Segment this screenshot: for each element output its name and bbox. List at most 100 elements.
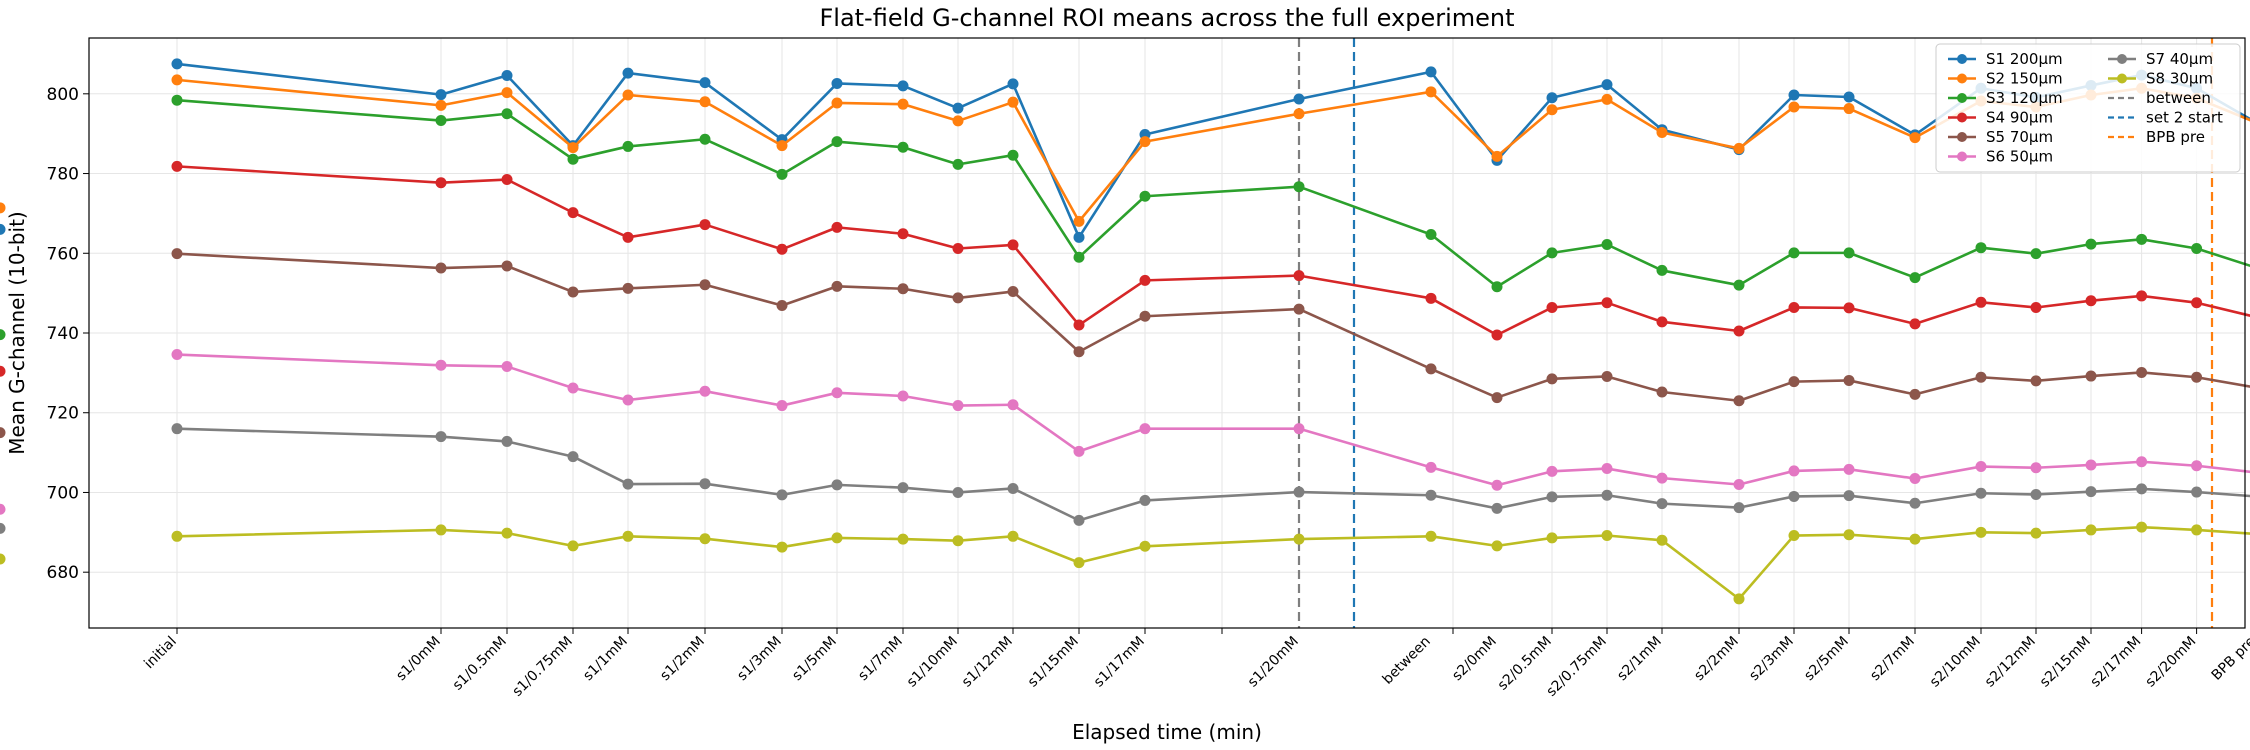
data-point: [897, 390, 909, 402]
data-point: [1546, 491, 1558, 503]
data-point: [435, 115, 447, 127]
series-polyline: [176, 252, 2250, 403]
data-point: [2191, 460, 2203, 472]
data-point: [1656, 498, 1668, 510]
data-point: [2030, 301, 2042, 313]
data-point: [897, 141, 909, 153]
data-point: [897, 482, 909, 494]
legend-label: S2 150µm: [1986, 70, 2063, 88]
data-point: [567, 153, 579, 165]
series-line: [0, 94, 2250, 341]
data-point: [1656, 264, 1668, 276]
data-point: [776, 400, 788, 412]
data-point: [2030, 462, 2042, 474]
data-point: [2191, 297, 2203, 309]
data-point: [1601, 79, 1613, 91]
data-point: [171, 58, 183, 70]
x-tick-label: s2/7mM: [1867, 634, 1918, 685]
legend-item: between: [2108, 89, 2211, 107]
data-point: [952, 242, 964, 254]
data-point: [1601, 239, 1613, 250]
data-point: [1139, 494, 1151, 506]
legend-item: S7 40µm: [2108, 50, 2213, 68]
data-point: [1975, 371, 1987, 383]
x-tick-label: s2/0mM: [1449, 634, 1500, 685]
data-point: [1073, 231, 1085, 243]
x-tick-label: BPB pre: [2209, 634, 2250, 684]
data-point: [1601, 463, 1613, 475]
data-point: [1139, 423, 1151, 435]
x-tick-label: s1/1mM: [580, 634, 631, 685]
data-point: [1073, 557, 1085, 569]
data-point: [1007, 399, 1019, 411]
data-point: [952, 115, 964, 127]
data-point: [1788, 490, 1800, 502]
data-point: [1788, 89, 1800, 101]
data-point: [171, 248, 183, 260]
legend-marker: [1957, 73, 1967, 84]
data-point: [831, 479, 843, 491]
x-axis-label: Elapsed time (min): [1072, 720, 1262, 744]
legend-marker: [2117, 54, 2127, 64]
x-tick-label: s2/17mM: [2088, 634, 2145, 691]
data-point: [1975, 526, 1987, 538]
legend-item: S6 50µm: [1948, 148, 2053, 166]
y-tick-label: 740: [47, 324, 79, 344]
legend-label: S6 50µm: [1986, 148, 2053, 166]
data-point: [1601, 489, 1613, 501]
y-axis-label: Mean G-channel (10-bit): [5, 211, 29, 454]
x-tick-label: s1/12mM: [959, 634, 1016, 691]
data-point: [567, 540, 579, 552]
data-point: [2085, 238, 2097, 250]
data-point: [1293, 486, 1305, 498]
data-point: [1007, 239, 1019, 251]
data-point: [1733, 502, 1745, 514]
data-point: [831, 280, 843, 292]
data-point: [1293, 93, 1305, 105]
data-point: [567, 142, 579, 154]
data-point: [1843, 374, 1855, 386]
data-point: [831, 221, 843, 233]
data-point: [699, 533, 711, 545]
data-point: [1546, 247, 1558, 259]
legend-label: BPB pre: [2146, 128, 2205, 146]
y-tick-label: 780: [47, 165, 79, 185]
data-point: [622, 67, 634, 79]
data-point: [622, 282, 634, 294]
data-point: [2136, 290, 2148, 302]
data-point: [1843, 529, 1855, 541]
data-point: [1656, 316, 1668, 328]
data-point: [1139, 540, 1151, 552]
legend-item: S4 90µm: [1948, 109, 2053, 127]
x-tick-label: s2/10mM: [1927, 634, 1984, 691]
legend-item: S2 150µm: [1948, 70, 2063, 88]
data-point: [1007, 482, 1019, 494]
x-tick-label: s1/5mM: [789, 634, 840, 685]
data-point: [1293, 181, 1305, 193]
data-point: [1007, 78, 1019, 90]
legend-marker: [1957, 132, 1967, 142]
series-group: [0, 58, 2250, 605]
data-point: [622, 140, 634, 152]
data-point: [1909, 132, 1921, 144]
data-point: [0, 522, 6, 534]
legend-item: S5 70µm: [1948, 128, 2053, 146]
data-point: [1073, 445, 1085, 457]
legend-label: S1 200µm: [1986, 50, 2063, 68]
series-line: [0, 423, 2250, 534]
data-point: [1975, 461, 1987, 473]
y-tick-label: 800: [47, 85, 79, 105]
y-tick-label: 680: [47, 563, 79, 583]
data-point: [1293, 108, 1305, 120]
data-point: [1007, 286, 1019, 298]
data-point: [0, 365, 6, 377]
x-tick-label: s1/2mM: [657, 634, 708, 685]
data-point: [776, 541, 788, 553]
data-point: [1007, 96, 1019, 108]
data-point: [622, 530, 634, 542]
data-point: [831, 387, 843, 399]
data-point: [501, 260, 513, 272]
data-point: [1073, 251, 1085, 263]
data-point: [831, 77, 843, 89]
